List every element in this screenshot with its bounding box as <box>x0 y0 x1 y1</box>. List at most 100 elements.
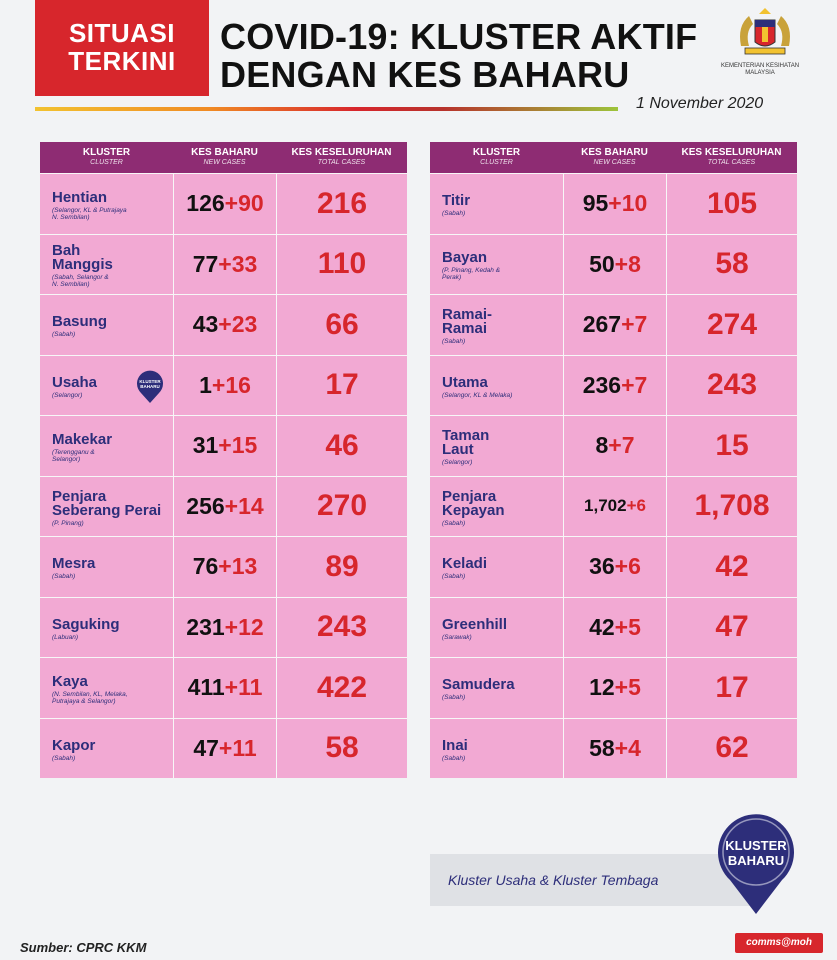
total-cases: 17 <box>325 368 359 402</box>
total-cases-cell: 105 <box>666 174 797 234</box>
table-body: Hentian (Selangor, KL & Putrajaya N. Semb… <box>40 173 407 778</box>
new-cases-cell: 256 +14 <box>173 476 276 536</box>
new-cases-cell: 31 +15 <box>173 416 276 476</box>
cluster-states: (Sarawak) <box>442 633 472 641</box>
new-cases-cell: 43 +23 <box>173 295 276 355</box>
big-pin-line1: KLUSTER <box>725 838 787 853</box>
added-cases: +5 <box>614 613 641 640</box>
cluster-name: Saguking <box>52 615 120 633</box>
table-row: Kaya (N. Sembilan, KL, Melaka, Putrajaya … <box>40 657 407 718</box>
existing-cases: 42 <box>589 613 615 640</box>
cluster-states: (P. Pinang, Kedah & Perak) <box>442 267 501 282</box>
total-cases: 15 <box>715 428 749 462</box>
total-cases-cell: 243 <box>276 597 407 657</box>
cluster-name-cell: Ramai- Ramai (Sabah) <box>430 295 563 355</box>
total-cases: 46 <box>325 428 359 462</box>
new-cases-cell: 42 +5 <box>563 597 666 657</box>
total-cases: 243 <box>316 610 368 644</box>
badge-line1: SITUASI <box>68 18 176 48</box>
new-cases-cell: 1,702 +6 <box>563 476 666 536</box>
total-cases-cell: 1,708 <box>666 476 797 536</box>
table-row: Saguking (Labuan) 231 +12 243 <box>40 596 407 658</box>
header-new-label: KES BAHARU <box>191 147 258 158</box>
existing-cases: 267 <box>582 311 622 338</box>
table-row: Makekar (Terengganu & Selangor) 31 +15 46 <box>40 415 407 476</box>
added-cases: +7 <box>608 432 635 459</box>
existing-cases: 231 <box>186 613 225 640</box>
total-cases: 270 <box>316 489 368 523</box>
cluster-name: Hentian <box>52 188 108 206</box>
existing-cases: 58 <box>589 734 615 761</box>
total-cases: 216 <box>316 186 368 220</box>
cluster-table-right: KLUSTER CLUSTER KES BAHARU NEW CASES KES… <box>430 142 797 778</box>
added-cases: +5 <box>614 674 641 701</box>
cluster-name: Keladi <box>442 555 488 573</box>
total-cases: 47 <box>715 610 749 644</box>
cluster-states: (Labuan) <box>52 633 79 641</box>
cluster-name-cell: Utama (Selangor, KL & Melaka) <box>430 356 563 416</box>
cluster-states: (Selangor) <box>52 391 83 399</box>
total-cases: 17 <box>715 670 749 704</box>
cluster-name-cell: Penjara Kepayan (Sabah) <box>430 477 563 537</box>
header-cluster-label-en: CLUSTER <box>480 159 513 166</box>
header-cluster-label-en: CLUSTER <box>90 159 123 166</box>
cluster-name: Utama <box>442 373 488 391</box>
table-header: KLUSTER CLUSTER KES BAHARU NEW CASES KES… <box>40 142 407 173</box>
cluster-name-cell: Bah Manggis (Sabah, Selangor & N. Sembila… <box>40 235 173 295</box>
total-cases: 274 <box>706 307 758 341</box>
existing-cases: 77 <box>192 250 219 277</box>
report-date: 1 November 2020 <box>636 95 764 112</box>
added-cases: +13 <box>218 553 258 580</box>
cluster-states: (Sabah) <box>442 210 466 218</box>
cluster-name: Makekar <box>52 430 113 448</box>
source-credit: Sumber: CPRC KKM <box>20 940 147 955</box>
ministry-line1: KEMENTERIAN KESIHATAN <box>720 63 800 69</box>
total-cases: 58 <box>715 247 749 281</box>
cluster-name-cell: Kapor (Sabah) <box>40 719 173 779</box>
title-line1: COVID-19: KLUSTER AKTIF <box>220 16 698 57</box>
added-cases: +12 <box>224 613 264 640</box>
table-row: Inai (Sabah) 58 +4 62 <box>430 717 797 778</box>
cluster-name-cell: Saguking (Labuan) <box>40 598 173 658</box>
total-cases-cell: 66 <box>276 295 407 355</box>
table-row: Titir (Sabah) 95 +10 105 <box>430 173 797 234</box>
total-cases-cell: 15 <box>666 416 797 476</box>
added-cases: +7 <box>621 371 648 398</box>
header-divider <box>35 107 618 111</box>
new-cases-cell: 231 +12 <box>173 597 276 657</box>
existing-cases: 50 <box>589 250 615 277</box>
total-cases: 42 <box>715 549 749 583</box>
small-pin-line1: KLUSTER <box>139 379 161 384</box>
cluster-name: Taman Laut <box>442 427 490 459</box>
total-cases: 422 <box>316 670 368 704</box>
added-cases: +23 <box>218 311 258 338</box>
cluster-states: (Sabah) <box>52 754 76 762</box>
new-cases-cell: 36 +6 <box>563 537 666 597</box>
total-cases-cell: 243 <box>666 355 797 415</box>
total-cases-cell: 42 <box>666 537 797 597</box>
added-cases: +90 <box>224 190 264 217</box>
total-cases-cell: 89 <box>276 537 407 597</box>
cluster-states: (Sabah) <box>442 694 466 702</box>
cluster-states: (Sabah, Selangor & N. Sembilan) <box>52 274 109 289</box>
total-cases: 58 <box>325 731 359 765</box>
added-cases: +6 <box>614 553 641 580</box>
cluster-states: (Sabah) <box>442 519 466 527</box>
cluster-states: (Terengganu & Selangor) <box>52 448 95 463</box>
header-cluster: KLUSTER CLUSTER <box>40 142 173 173</box>
cluster-name: Titir <box>442 192 471 210</box>
existing-cases: 36 <box>589 553 615 580</box>
existing-cases: 43 <box>192 311 219 338</box>
new-cases-cell: 411 +11 <box>173 658 276 718</box>
cluster-states: (Selangor, KL & Putrajaya N. Sembilan) <box>52 206 127 221</box>
total-cases-cell: 46 <box>276 416 407 476</box>
total-cases-cell: 17 <box>276 355 407 415</box>
cluster-name-cell: Titir (Sabah) <box>430 174 563 234</box>
header-total-cases: KES KESELURUHAN TOTAL CASES <box>666 142 797 173</box>
added-cases: +14 <box>224 492 264 519</box>
table-body: Titir (Sabah) 95 +10 105 Bayan (P. Pinang, Ked… <box>430 173 797 778</box>
table-row: Usaha (Selangor) KLUSTER BAHARU 1 +16 17 <box>40 354 407 415</box>
new-cases-cell: 236 +7 <box>563 355 666 415</box>
cluster-name: Inai <box>442 736 468 754</box>
big-pin-line2: BAHARU <box>728 853 784 868</box>
